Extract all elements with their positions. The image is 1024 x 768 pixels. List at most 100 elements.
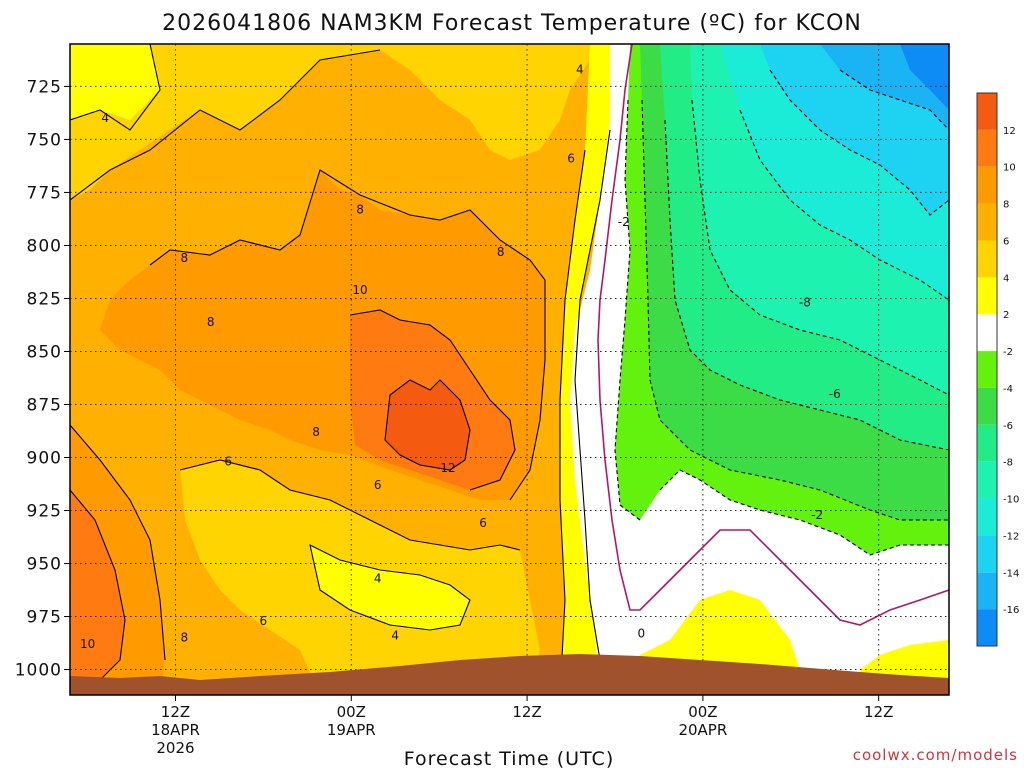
y-tick-label: 850 <box>27 342 62 362</box>
colorbar-tick-label: -8 <box>1003 458 1013 469</box>
x-tick-label: 12Z <box>161 703 190 721</box>
y-tick-label: 775 <box>27 183 62 203</box>
colorbar-tick-label: 4 <box>1003 273 1009 284</box>
contour-lines <box>70 44 949 695</box>
colorbar-tick-label: -2 <box>1003 347 1013 358</box>
contour-label: 4 <box>391 629 399 643</box>
contour-minus4 <box>641 99 949 521</box>
y-tick-label: 925 <box>27 502 62 522</box>
colorbar-swatch <box>977 314 997 352</box>
y-tick-label: 725 <box>27 77 62 97</box>
contour-label: 8 <box>180 631 188 645</box>
x-tick-label: 00Z <box>337 703 366 721</box>
y-tick-label: 875 <box>27 395 62 415</box>
colorbar-swatch <box>977 498 997 536</box>
colorbar-swatch <box>977 424 997 462</box>
x-tick-label: 20APR <box>678 721 727 739</box>
colorbar-swatch <box>977 609 997 646</box>
x-tick-label: 18APR <box>151 721 200 739</box>
contour-label: 8 <box>312 425 320 439</box>
contour-label: -2 <box>618 215 630 229</box>
contour-minus8 <box>691 99 949 396</box>
band-4-6-top <box>70 44 600 200</box>
band-10-12-bottom <box>70 490 125 685</box>
contour-zero <box>597 44 949 626</box>
contour-label: 8 <box>356 202 364 216</box>
colorbar-swatch <box>977 166 997 204</box>
colorbar-tick-label: 10 <box>1003 163 1016 174</box>
colorbar-tick-label: 6 <box>1003 236 1009 247</box>
colorbar-swatch <box>977 277 997 315</box>
contour-4-mid <box>309 543 471 631</box>
terrain <box>70 654 949 695</box>
plot-area <box>70 44 949 695</box>
colorbar-swatch <box>977 461 997 499</box>
contour-label: 6 <box>260 614 268 628</box>
colorbar-swatch <box>977 535 997 573</box>
colorbar-tick-label: 8 <box>1003 200 1009 211</box>
contour-label: 8 <box>497 245 505 259</box>
colorbar-frame <box>976 92 998 647</box>
contour-labels: 4 8 8 8 10 8 8 12 6 6 6 4 4 6 8 10 4 6 -2 0 -8 -6 -2 <box>80 62 841 651</box>
contour-10-bottom <box>70 489 126 681</box>
y-tick-label: 750 <box>27 130 62 150</box>
contour-label: -6 <box>829 387 841 401</box>
y-tick-label: 975 <box>27 608 62 628</box>
colorbar-swatch <box>977 240 997 278</box>
contour-8-bottom <box>70 424 166 661</box>
contour-label: 0 <box>638 627 646 641</box>
colorbar-tick-label: -16 <box>1003 605 1019 616</box>
y-tick-label: 825 <box>27 289 62 309</box>
contour-8-upper <box>149 169 546 501</box>
contour-minus2-lower <box>659 469 949 556</box>
colorbar-swatch <box>977 387 997 425</box>
band-6-8-lower-mid <box>335 470 450 545</box>
contour-label: 8 <box>207 315 215 329</box>
plot-frame <box>69 43 950 696</box>
band-2-4-top <box>70 44 160 120</box>
y-tick-label: 900 <box>27 449 62 469</box>
colorbar-tick-label: 2 <box>1003 310 1009 321</box>
contour-label: 6 <box>567 152 575 166</box>
colorbar-swatch <box>977 351 997 388</box>
colorbar-tick-label: 12 <box>1003 126 1016 137</box>
x-tick-label: 00Z <box>688 703 717 721</box>
contour-label: 4 <box>101 111 109 125</box>
colorbar: 12 10 8 6 4 2 -2 -4 -6 -8 -10 -12 -14 -16 <box>976 92 1019 647</box>
credit-link[interactable]: coolwx.com/models <box>853 746 1018 764</box>
grid <box>70 44 949 695</box>
contour-4-top <box>70 44 161 131</box>
y-tick-label: 800 <box>27 236 62 256</box>
contour-label: 6 <box>224 455 232 469</box>
contour-label: 12 <box>440 461 455 475</box>
contour-6-mid <box>179 459 521 551</box>
contour-label: -2 <box>811 508 823 522</box>
contour-label: 10 <box>352 283 367 297</box>
contour-label: 10 <box>80 637 95 651</box>
contour-label: -8 <box>799 296 811 310</box>
x-tick-label: 12Z <box>512 703 541 721</box>
contour-label: 4 <box>374 571 382 585</box>
contour-2-right <box>574 129 611 661</box>
chart-title: 2026041806 NAM3KM Forecast Temperature (… <box>162 11 862 36</box>
colorbar-swatch <box>977 203 997 241</box>
colorbar-tick-label: -14 <box>1003 568 1019 579</box>
x-tick-label: 19APR <box>327 721 376 739</box>
band-minus18-minus16 <box>900 44 949 110</box>
band-2-4-lower <box>310 545 470 630</box>
contour-minus2-right <box>614 99 641 521</box>
contour-minus14 <box>839 69 949 131</box>
band-12-14 <box>385 380 470 470</box>
contour-12 <box>384 379 471 471</box>
contour-label: 8 <box>180 251 188 265</box>
y-tick-label: 1000 <box>15 661 62 681</box>
y-axis: 725 750 775 800 825 850 875 900 925 950 975 1000 <box>15 77 70 681</box>
y-tick-label: 950 <box>27 555 62 575</box>
contour-label: 4 <box>576 62 584 76</box>
contour-minus6 <box>664 119 949 451</box>
x-axis-label: Forecast Time (UTC) <box>404 748 614 768</box>
x-tick-label: 12Z <box>864 703 893 721</box>
colorbar-swatch <box>977 93 997 130</box>
